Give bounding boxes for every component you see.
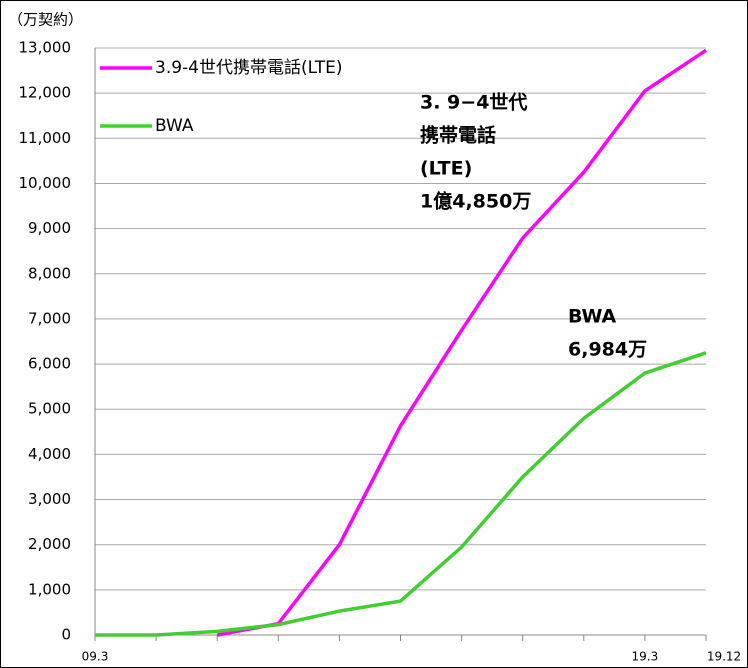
annotation: BWA xyxy=(568,306,617,328)
y-tick-label: 9,000 xyxy=(28,219,71,237)
legend-label: 3.9-4世代携帯電話(LTE) xyxy=(155,58,343,78)
y-tick-label: 0 xyxy=(61,626,71,644)
y-tick-label: 3,000 xyxy=(28,490,71,508)
y-tick-label: 6,000 xyxy=(28,355,71,373)
y-tick-label: 2,000 xyxy=(28,535,71,553)
y-tick-label: 1,000 xyxy=(28,580,71,598)
annotation: 6,984万 xyxy=(568,339,647,361)
y-tick-label: 13,000 xyxy=(19,39,72,57)
y-tick-label: 12,000 xyxy=(19,84,72,102)
y-axis-label: （万契約） xyxy=(8,11,83,29)
annotation: 3. 9−4世代 xyxy=(420,92,527,114)
y-tick-label: 4,000 xyxy=(28,445,71,463)
annotation: (LTE) xyxy=(420,158,472,180)
y-tick-label: 5,000 xyxy=(28,400,71,418)
y-tick-label: 7,000 xyxy=(28,309,71,327)
x-tick-label: 09.3 xyxy=(82,650,109,664)
line xyxy=(216,48,707,637)
x-tick-label: 19.12 xyxy=(707,650,741,664)
line xyxy=(95,351,707,637)
annotation: 携帯電話 xyxy=(420,124,496,147)
y-tick-label: 10,000 xyxy=(19,174,72,192)
x-tick-label: 19.3 xyxy=(632,650,659,664)
y-tick-label: 8,000 xyxy=(28,264,71,282)
legend-label: BWA xyxy=(155,116,194,136)
y-tick-label: 11,000 xyxy=(19,129,72,147)
annotation: 1億4,850万 xyxy=(420,190,531,213)
